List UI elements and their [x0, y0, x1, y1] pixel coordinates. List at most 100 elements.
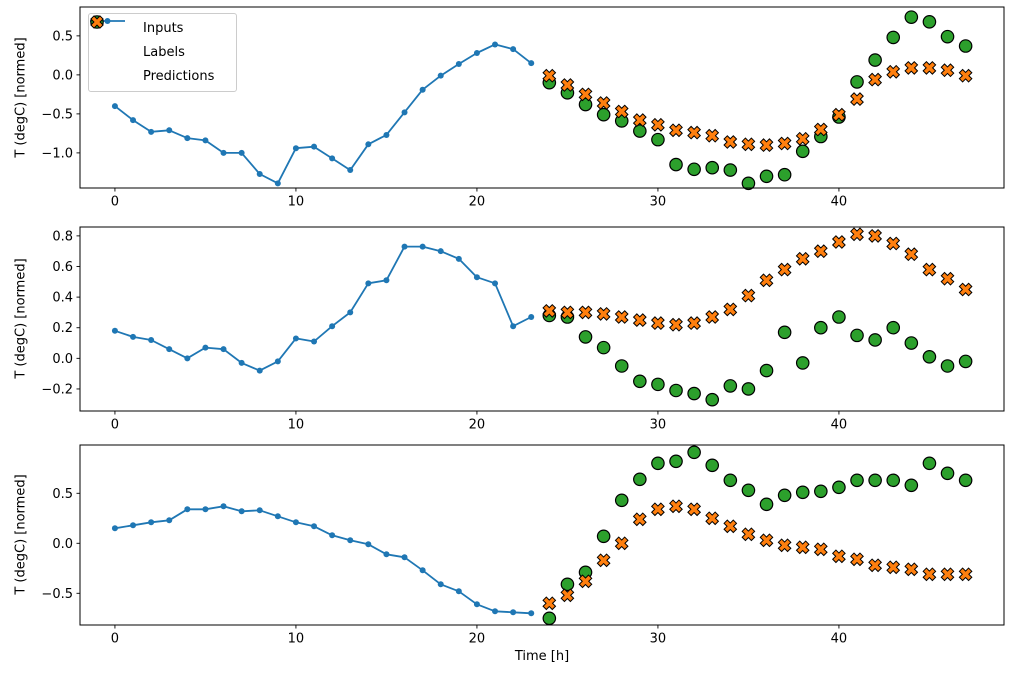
label-point	[687, 445, 701, 460]
label-point	[651, 377, 665, 392]
input-point	[184, 506, 191, 513]
y-tick-label: 0.0	[52, 352, 73, 367]
prediction-point	[578, 87, 593, 102]
input-point	[347, 309, 354, 316]
axis-ticks: 0 10 20 30 40 0.5 0.0 −0.5	[41, 487, 847, 647]
y-axis-label-subplot-1: T (degC) [normed]	[13, 37, 29, 158]
predictions-series	[542, 499, 973, 611]
input-point	[274, 180, 281, 187]
input-point	[492, 41, 499, 48]
label-point	[596, 529, 611, 544]
label-point	[886, 320, 901, 335]
label-point	[832, 310, 846, 324]
label-point	[922, 350, 937, 364]
label-point	[687, 162, 701, 177]
input-point	[292, 145, 299, 152]
prediction-point	[669, 499, 683, 514]
axis-ticks: 0 10 20 30 40 0.5 0.0 −0.5 −1.0	[41, 29, 847, 209]
label-point	[759, 497, 774, 512]
label-point	[759, 363, 774, 378]
y-tick-label: −0.5	[41, 587, 73, 602]
prediction-point	[741, 137, 756, 152]
label-point	[560, 577, 575, 592]
prediction-point	[886, 560, 901, 575]
y-tick-label: 0.2	[52, 321, 73, 336]
prediction-point	[904, 60, 919, 75]
plot-frame	[79, 226, 1005, 412]
input-point	[292, 335, 299, 342]
label-point	[596, 107, 611, 122]
prediction-point	[850, 552, 864, 567]
label-point	[669, 454, 683, 469]
prediction-point	[542, 68, 557, 83]
input-point	[292, 519, 299, 526]
prediction-point	[886, 64, 901, 79]
prediction-point	[632, 113, 647, 128]
input-point	[202, 344, 209, 351]
label-point	[669, 157, 683, 172]
input-point	[383, 551, 390, 558]
label-point	[868, 473, 882, 488]
label-point	[759, 169, 774, 184]
label-point	[741, 483, 756, 498]
input-point	[202, 506, 209, 513]
prediction-point	[614, 310, 629, 324]
prediction-point	[813, 542, 828, 557]
input-point	[365, 280, 372, 287]
x-tick-label: 30	[650, 418, 667, 433]
input-point	[401, 243, 408, 250]
input-point	[528, 60, 535, 67]
x-tick-label: 40	[831, 195, 848, 210]
input-point	[455, 588, 462, 595]
label-point	[723, 379, 738, 393]
prediction-point	[831, 549, 846, 564]
input-point	[220, 503, 227, 510]
input-point	[220, 346, 227, 353]
label-point	[614, 493, 629, 508]
label-point	[705, 392, 720, 407]
prediction-point	[868, 72, 883, 87]
prediction-point	[777, 136, 792, 151]
y-tick-label: 0.8	[52, 229, 73, 244]
label-point	[633, 374, 647, 389]
label-point	[958, 39, 973, 53]
label-point	[705, 160, 720, 175]
prediction-point	[940, 567, 955, 582]
prediction-point	[868, 558, 883, 573]
input-point	[455, 60, 462, 67]
label-point	[633, 124, 647, 138]
input-point	[401, 109, 408, 116]
legend-label-labels: Labels	[143, 44, 185, 60]
input-point	[184, 355, 191, 362]
label-point	[596, 340, 611, 355]
prediction-point	[958, 567, 973, 582]
prediction-point	[759, 533, 774, 548]
input-point	[184, 135, 191, 142]
prediction-point	[650, 502, 665, 517]
prediction-point	[850, 92, 864, 107]
prediction-point	[777, 538, 792, 553]
x-tick-label: 40	[831, 632, 848, 647]
input-point	[238, 508, 245, 515]
prediction-point	[632, 313, 647, 328]
input-point	[148, 519, 155, 526]
prediction-point	[705, 310, 720, 324]
x-tick-label: 30	[650, 632, 667, 647]
label-point	[940, 359, 955, 373]
prediction-point	[741, 527, 756, 542]
input-point	[437, 581, 444, 588]
input-point	[311, 338, 318, 345]
prediction-point	[614, 536, 629, 551]
input-point	[220, 149, 227, 156]
subplot-1: 0 10 20 30 40 0.5 0.0 −0.5 −1.0	[41, 6, 1005, 210]
label-point	[741, 176, 756, 191]
prediction-point	[795, 540, 810, 555]
prediction-point	[831, 235, 846, 249]
legend-label-inputs: Inputs	[143, 21, 184, 37]
subplot-3: 0 10 20 30 40 0.5 0.0 −0.5	[41, 444, 1005, 647]
y-tick-label: 0.0	[52, 68, 73, 83]
x-tick-label: 20	[469, 418, 486, 433]
prediction-point	[886, 236, 901, 251]
